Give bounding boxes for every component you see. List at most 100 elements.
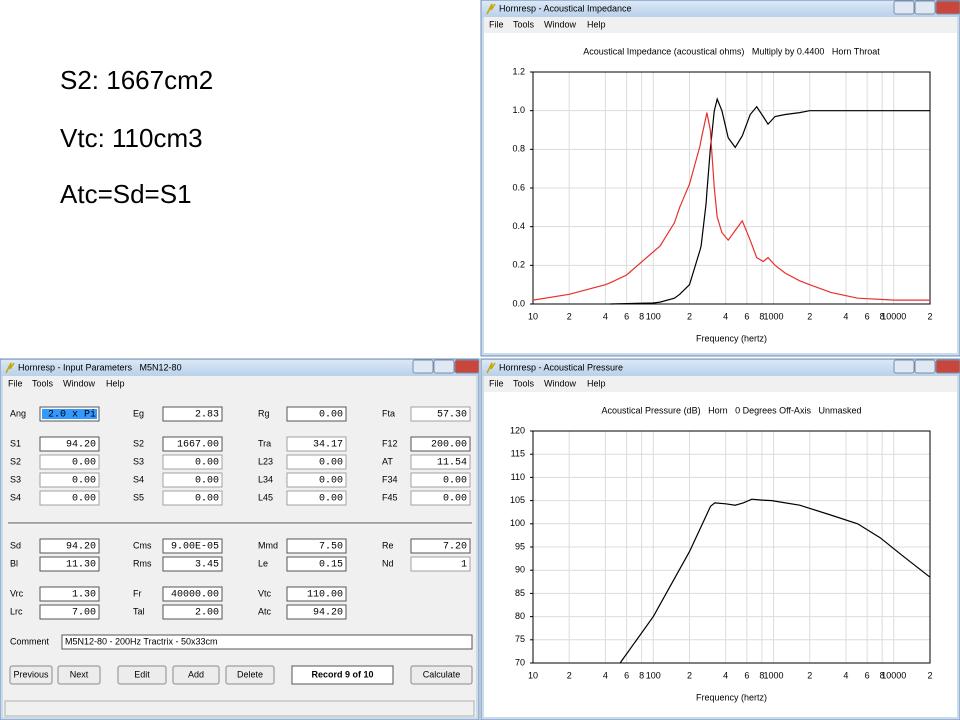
field-box[interactable] bbox=[162, 490, 223, 506]
field-value: 9.00E-05 bbox=[171, 542, 219, 553]
field-box[interactable] bbox=[162, 604, 223, 620]
y-tick-label: 120 bbox=[510, 425, 525, 435]
field-value: 0.00 bbox=[72, 476, 96, 487]
field-box[interactable] bbox=[39, 586, 100, 602]
y-tick-label: 100 bbox=[510, 518, 525, 528]
field-box[interactable] bbox=[286, 454, 347, 470]
field-label: Rg bbox=[258, 408, 270, 418]
button[interactable] bbox=[410, 665, 473, 685]
menu-item[interactable]: Tools bbox=[513, 19, 535, 29]
field-box[interactable] bbox=[162, 406, 223, 422]
maximize-button[interactable] bbox=[914, 359, 936, 374]
menu-item[interactable]: Tools bbox=[513, 378, 535, 388]
button-label: Previous bbox=[13, 669, 49, 679]
y-tick-label: 0.4 bbox=[512, 221, 525, 231]
field-box[interactable] bbox=[39, 490, 100, 506]
y-tick-label: 95 bbox=[515, 541, 525, 551]
field-box[interactable] bbox=[410, 454, 471, 470]
field-box[interactable] bbox=[410, 556, 471, 572]
menu-item[interactable]: File bbox=[489, 19, 504, 29]
field-box[interactable] bbox=[286, 472, 347, 488]
button[interactable] bbox=[57, 665, 101, 685]
slide-note: Atc=Sd=S1 bbox=[60, 179, 192, 209]
field-label: S2 bbox=[133, 438, 144, 448]
minimize-button[interactable] bbox=[412, 359, 434, 374]
menu-item[interactable]: Help bbox=[587, 19, 606, 29]
x-tick-label: 10000 bbox=[881, 311, 906, 321]
field-box[interactable] bbox=[162, 586, 223, 602]
close-button[interactable] bbox=[935, 0, 960, 15]
comment-box[interactable] bbox=[61, 634, 473, 650]
field-box[interactable] bbox=[286, 538, 347, 554]
y-tick-label: 0.8 bbox=[512, 144, 525, 154]
field-value: 110.00 bbox=[307, 590, 343, 601]
field-label: L23 bbox=[258, 456, 273, 466]
y-tick-label: 1.0 bbox=[512, 105, 525, 115]
field-label: Mmd bbox=[258, 540, 278, 550]
close-button[interactable] bbox=[454, 359, 480, 374]
x-tick-label: 6 bbox=[624, 670, 629, 680]
field-box[interactable] bbox=[39, 556, 100, 572]
y-tick-label: 80 bbox=[515, 611, 525, 621]
field-box[interactable] bbox=[286, 436, 347, 452]
field-box[interactable] bbox=[410, 406, 471, 422]
field-value: 7.00 bbox=[72, 608, 96, 619]
menu-item[interactable]: Help bbox=[587, 378, 606, 388]
x-axis-label: Frequency (hertz) bbox=[696, 333, 767, 343]
window-title: Hornresp - Input Parameters M5N12-80 bbox=[18, 362, 182, 372]
field-box[interactable] bbox=[410, 538, 471, 554]
field-box[interactable] bbox=[162, 538, 223, 554]
field-label: Le bbox=[258, 558, 268, 568]
field-box[interactable] bbox=[39, 436, 100, 452]
field-value: 57.30 bbox=[437, 410, 467, 421]
menu-bar bbox=[484, 376, 957, 392]
plot-frame bbox=[532, 71, 931, 305]
x-tick-label: 2 bbox=[807, 670, 812, 680]
y-tick-label: 110 bbox=[511, 472, 525, 482]
field-box[interactable] bbox=[39, 454, 100, 470]
maximize-button[interactable] bbox=[914, 0, 936, 15]
field-value: 0.00 bbox=[195, 458, 219, 469]
field-box[interactable] bbox=[286, 556, 347, 572]
field-box[interactable] bbox=[162, 454, 223, 470]
minimize-button[interactable] bbox=[893, 0, 915, 15]
field-box[interactable] bbox=[286, 604, 347, 620]
menu-item[interactable]: File bbox=[489, 378, 504, 388]
button[interactable] bbox=[9, 665, 53, 685]
field-label: Eg bbox=[133, 408, 144, 418]
series-line bbox=[532, 112, 930, 301]
field-box[interactable] bbox=[39, 472, 100, 488]
menu-item[interactable]: Window bbox=[544, 378, 577, 388]
field-box[interactable] bbox=[39, 538, 100, 554]
button[interactable] bbox=[172, 665, 220, 685]
field-box[interactable] bbox=[286, 586, 347, 602]
field-value: 0.00 bbox=[195, 476, 219, 487]
maximize-button[interactable] bbox=[433, 359, 455, 374]
window-title: Hornresp - Acoustical Pressure bbox=[499, 362, 623, 372]
menu-item[interactable]: Window bbox=[63, 378, 96, 388]
menu-item[interactable]: File bbox=[8, 378, 23, 388]
x-tick-label: 1000 bbox=[764, 670, 784, 680]
x-tick-label: 10000 bbox=[881, 670, 906, 680]
window-content bbox=[484, 392, 957, 717]
field-box[interactable] bbox=[162, 436, 223, 452]
field-box[interactable] bbox=[286, 490, 347, 506]
x-tick-label: 2 bbox=[687, 311, 692, 321]
field-box[interactable] bbox=[410, 436, 471, 452]
series-line bbox=[610, 97, 930, 305]
button[interactable] bbox=[225, 665, 275, 685]
field-box[interactable] bbox=[410, 472, 471, 488]
field-label: F12 bbox=[382, 438, 398, 448]
field-box[interactable] bbox=[162, 556, 223, 572]
close-button[interactable] bbox=[935, 359, 960, 374]
y-tick-label: 0.6 bbox=[512, 182, 525, 192]
field-box[interactable] bbox=[286, 406, 347, 422]
minimize-button[interactable] bbox=[893, 359, 915, 374]
field-box[interactable] bbox=[162, 472, 223, 488]
field-box[interactable] bbox=[39, 604, 100, 620]
field-box[interactable] bbox=[410, 490, 471, 506]
menu-item[interactable]: Window bbox=[544, 19, 577, 29]
menu-item[interactable]: Help bbox=[106, 378, 125, 388]
x-tick-label: 2 bbox=[567, 670, 572, 680]
menu-item[interactable]: Tools bbox=[32, 378, 54, 388]
